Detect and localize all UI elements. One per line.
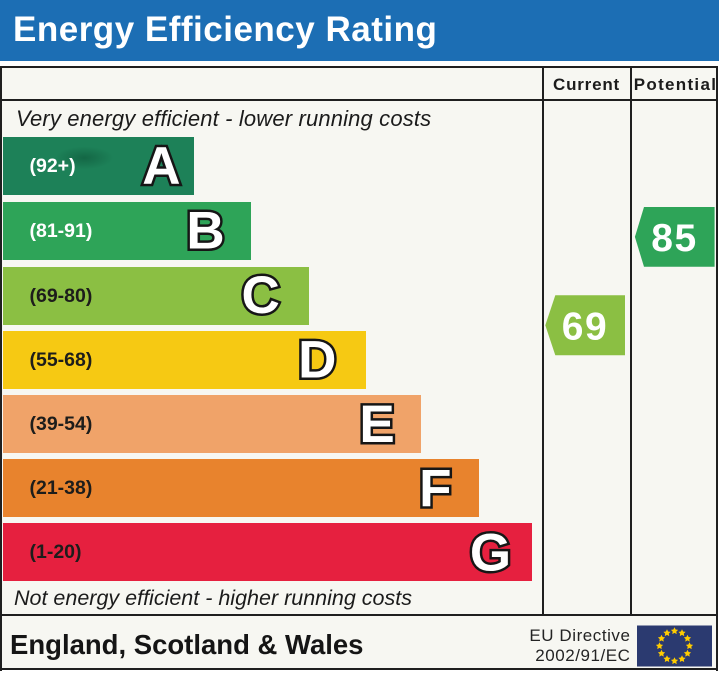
svg-text:G: G xyxy=(470,524,511,583)
svg-text:C: C xyxy=(242,266,280,325)
svg-text:F: F xyxy=(419,460,451,519)
svg-text:D: D xyxy=(298,331,336,390)
svg-text:A: A xyxy=(142,137,180,196)
svg-text:69: 69 xyxy=(562,305,609,348)
svg-text:E: E xyxy=(359,395,394,454)
svg-text:B: B xyxy=(186,202,224,261)
svg-text:85: 85 xyxy=(651,217,698,260)
